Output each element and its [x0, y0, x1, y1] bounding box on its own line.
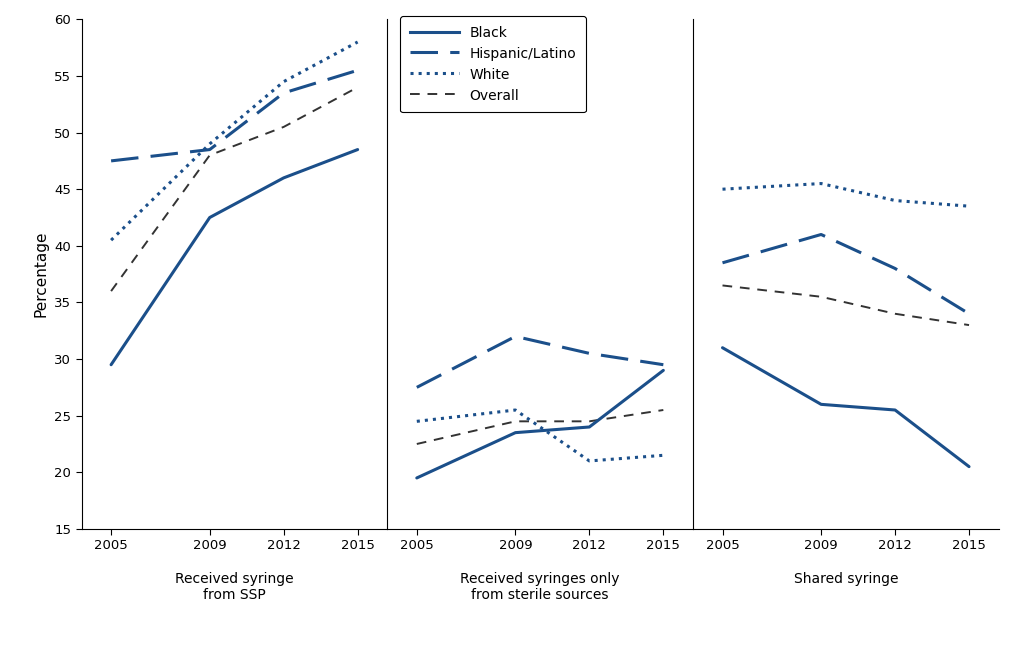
- X-axis label: Shared syringe: Shared syringe: [794, 571, 898, 586]
- Legend: Black, Hispanic/Latino, White, Overall: Black, Hispanic/Latino, White, Overall: [400, 16, 586, 112]
- Y-axis label: Percentage: Percentage: [34, 231, 49, 317]
- X-axis label: Received syringe
from SSP: Received syringe from SSP: [175, 571, 293, 602]
- X-axis label: Received syringes only
from sterile sources: Received syringes only from sterile sour…: [461, 571, 620, 602]
